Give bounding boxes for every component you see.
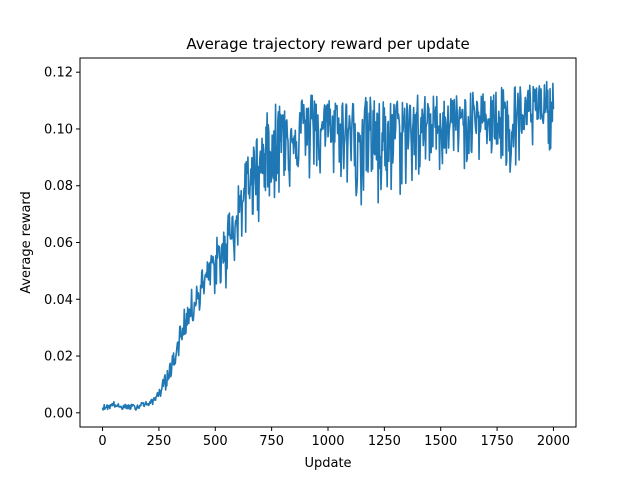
- series-line: [101, 80, 555, 411]
- x-tick-label: 1250: [368, 434, 401, 449]
- y-axis-title: Average reward: [19, 191, 34, 294]
- chart-title: Average trajectory reward per update: [186, 35, 469, 53]
- y-tick-label: 0.06: [44, 236, 73, 251]
- y-tick-label: 0.00: [44, 406, 73, 421]
- x-tick-label: 0: [98, 434, 106, 449]
- x-tick-label: 1000: [311, 434, 344, 449]
- x-tick-label: 500: [203, 434, 228, 449]
- x-tick-label: 1750: [481, 434, 514, 449]
- x-axis: 0 250 500 750 1000 1250 1500 1750 2000: [98, 427, 570, 449]
- y-axis: 0.00 0.02 0.04 0.06 0.08 0.10 0.12: [44, 66, 80, 421]
- series-layer: [101, 80, 555, 411]
- x-tick-label: 1500: [424, 434, 457, 449]
- y-tick-label: 0.12: [44, 66, 73, 81]
- x-axis-title: Update: [304, 456, 351, 471]
- y-tick-label: 0.02: [44, 350, 73, 365]
- x-tick-label: 750: [259, 434, 284, 449]
- x-tick-label: 250: [146, 434, 171, 449]
- x-tick-label: 2000: [537, 434, 570, 449]
- y-tick-label: 0.04: [44, 293, 73, 308]
- y-tick-label: 0.08: [44, 179, 73, 194]
- y-tick-label: 0.10: [44, 122, 73, 137]
